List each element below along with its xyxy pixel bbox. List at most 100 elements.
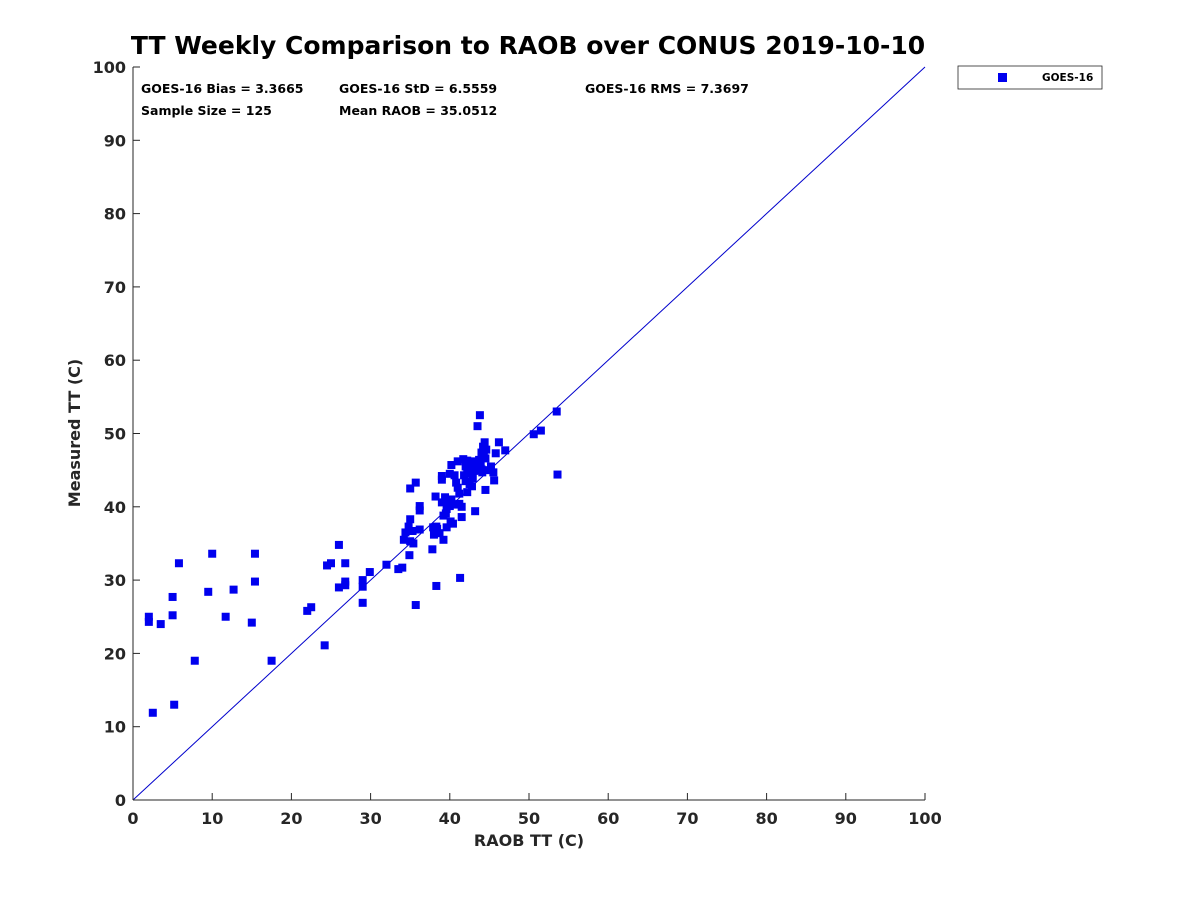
data-point [267, 656, 276, 665]
data-point [437, 472, 446, 481]
x-tick-label: 40 [439, 809, 461, 828]
x-tick-label: 20 [280, 809, 302, 828]
y-tick-label: 60 [104, 351, 126, 370]
chart-title: TT Weekly Comparison to RAOB over CONUS … [131, 31, 925, 60]
data-point [433, 524, 442, 533]
data-point [365, 568, 374, 577]
data-point [453, 457, 462, 466]
data-point [478, 468, 487, 477]
data-point [358, 576, 367, 585]
data-point [411, 478, 420, 487]
data-point [409, 539, 418, 548]
data-point [401, 528, 410, 537]
data-point [432, 581, 441, 590]
data-point [190, 656, 199, 665]
x-tick-label: 80 [755, 809, 777, 828]
data-point [431, 492, 440, 501]
data-point [494, 438, 503, 447]
data-point [453, 483, 462, 492]
data-point [250, 549, 259, 558]
x-tick-label: 90 [835, 809, 857, 828]
data-point [529, 430, 538, 439]
data-point [415, 506, 424, 515]
data-point [479, 450, 488, 459]
std-stat: GOES-16 StD = 6.5559 [339, 81, 497, 96]
x-tick-label: 0 [127, 809, 138, 828]
y-tick-label: 10 [104, 718, 126, 737]
data-point [457, 513, 466, 522]
data-point [168, 611, 177, 620]
legend-box [957, 65, 1103, 90]
data-point [435, 529, 444, 538]
data-point [445, 469, 454, 478]
data-point [307, 603, 316, 612]
data-point [470, 466, 479, 475]
data-point [174, 559, 183, 568]
data-point [429, 530, 438, 539]
data-point [501, 446, 510, 455]
data-point [461, 462, 470, 471]
y-tick-label: 50 [104, 425, 126, 444]
data-point [398, 563, 407, 572]
data-point [320, 641, 329, 650]
data-point [482, 445, 491, 454]
data-point [480, 438, 489, 447]
data-point [465, 458, 474, 467]
data-point [451, 500, 460, 509]
data-point [475, 411, 484, 420]
data-point [170, 700, 179, 709]
data-point [457, 502, 466, 511]
stats-panel: GOES-16 Bias = 3.3665 GOES-16 StD = 6.55… [141, 81, 749, 118]
data-point [455, 489, 464, 498]
data-point [415, 525, 424, 534]
data-point [341, 577, 350, 586]
data-point [452, 478, 461, 487]
x-tick-label: 70 [676, 809, 698, 828]
data-point [475, 455, 484, 464]
data-point [444, 496, 453, 505]
data-point [382, 560, 391, 569]
data-point [536, 426, 545, 435]
y-tick-label: 20 [104, 644, 126, 663]
x-tick-label: 60 [597, 809, 619, 828]
x-tick-label: 50 [518, 809, 540, 828]
data-point [439, 535, 448, 544]
one-to-one-line [132, 66, 926, 801]
data-point [341, 559, 350, 568]
y-tick-label: 0 [115, 791, 126, 810]
data-point [483, 466, 492, 475]
data-point [334, 540, 343, 549]
data-point [450, 471, 459, 480]
plot-area: 0 10 20 30 40 50 60 70 80 90 100 0 10 20 30 40 50 60 70 80… [93, 58, 942, 828]
data-point [489, 468, 498, 477]
x-tick-label: 10 [201, 809, 223, 828]
data-point [247, 618, 256, 627]
data-point [148, 708, 157, 717]
data-point [437, 498, 446, 507]
data-point [411, 601, 420, 610]
x-axis-label: RAOB TT (C) [474, 831, 584, 850]
data-point [463, 488, 472, 497]
data-point [144, 612, 153, 621]
data-points [144, 407, 562, 717]
data-point [406, 484, 415, 493]
data-point [446, 517, 455, 526]
data-point [406, 515, 415, 524]
y-tick-label: 40 [104, 498, 126, 517]
data-point [441, 509, 450, 518]
data-point [405, 551, 414, 560]
data-point [447, 461, 456, 470]
y-axis-ticks: 0 10 20 30 40 50 60 70 80 90 100 [93, 58, 140, 810]
data-point [334, 583, 343, 592]
data-point [445, 502, 454, 511]
data-point [467, 482, 476, 491]
data-point [468, 474, 477, 483]
data-point [476, 460, 485, 469]
data-point [250, 577, 259, 586]
y-tick-label: 30 [104, 571, 126, 590]
y-tick-label: 100 [93, 58, 126, 77]
data-point [460, 471, 469, 480]
x-tick-label: 30 [359, 809, 381, 828]
x-tick-label: 100 [908, 809, 941, 828]
data-point [415, 502, 424, 511]
